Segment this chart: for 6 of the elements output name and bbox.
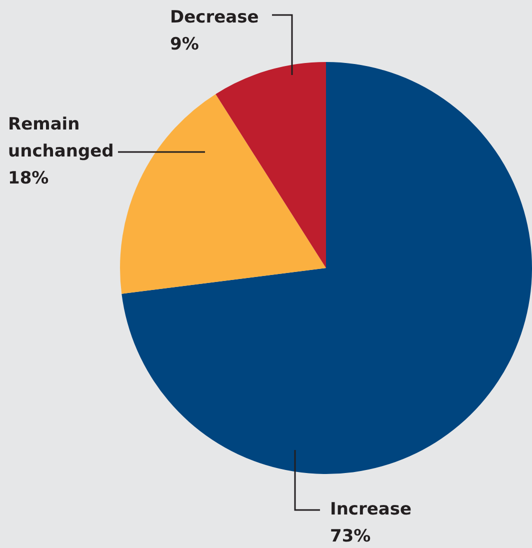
slice-label: Increase [330, 499, 412, 520]
data-label: 9% [170, 34, 199, 54]
data-label: 18% [8, 168, 49, 188]
slice-label: Remain unchanged [8, 114, 114, 162]
slice-label: Decrease [170, 7, 259, 28]
data-label: 73% [330, 526, 371, 546]
